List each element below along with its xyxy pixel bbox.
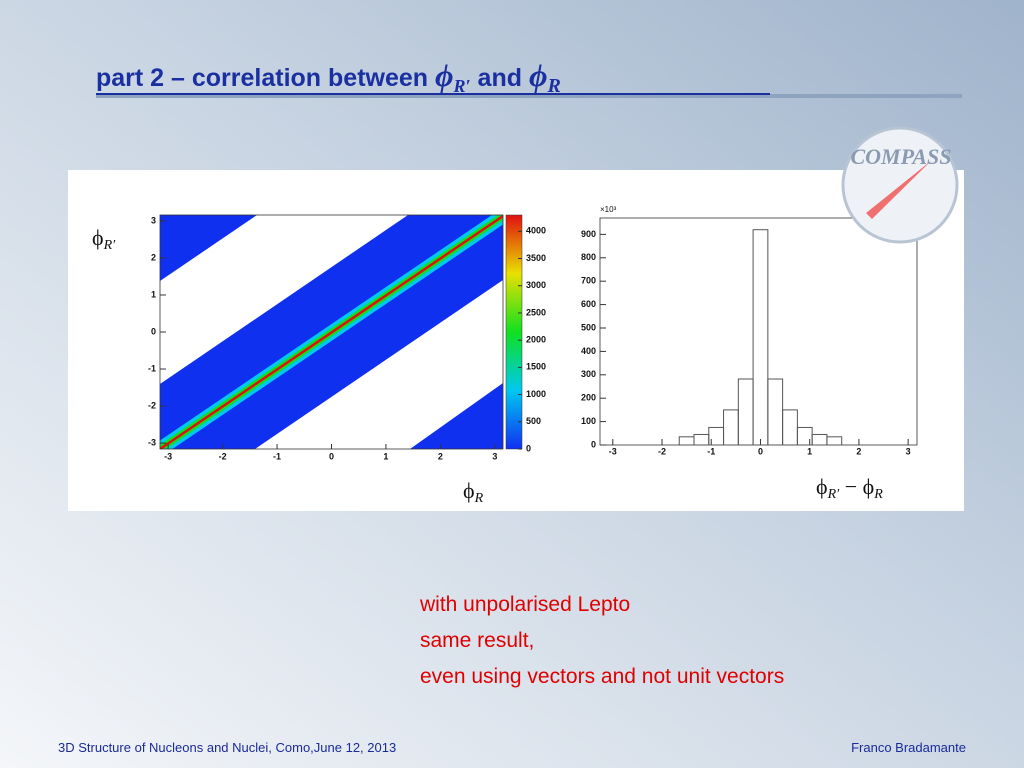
y-tick-label: 100 <box>581 416 596 426</box>
logo-needle <box>866 160 932 219</box>
y-axis-label: ϕR′ <box>92 225 116 253</box>
colorbar-tick-label: 2000 <box>526 335 546 345</box>
colorbar-tick-label: 0 <box>526 443 531 453</box>
colorbar-tick-label: 4000 <box>526 226 546 236</box>
y-tick-label: 900 <box>581 229 596 239</box>
logo-text: COMPASS <box>850 144 951 169</box>
heatmap-band <box>160 215 257 281</box>
y-tick-label: -2 <box>148 400 156 410</box>
colorbar-tick-label: 1500 <box>526 362 546 372</box>
y-tick-label: -3 <box>148 437 156 447</box>
y-tick-label: 800 <box>581 252 596 262</box>
note-line: even using vectors and not unit vectors <box>420 665 784 688</box>
y-tick-label: 1 <box>151 289 156 299</box>
heatmap-body <box>160 215 503 449</box>
note-line: same result, <box>420 629 534 652</box>
histogram-bar <box>752 229 769 446</box>
x-tick-label: 0 <box>758 446 763 456</box>
heatmap-band <box>410 383 503 449</box>
y-tick-label: 700 <box>581 276 596 286</box>
x-tick-label: -3 <box>164 451 172 461</box>
x-tick-label: -2 <box>658 446 666 456</box>
x-tick-label: 3 <box>906 446 911 456</box>
logo: COMPASS <box>841 126 959 244</box>
footer-right: Franco Bradamante <box>851 740 966 755</box>
x-tick-label: -1 <box>273 451 281 461</box>
x-tick-label: 3 <box>492 451 497 461</box>
colorbar-tick-label: 2500 <box>526 307 546 317</box>
histogram-bar <box>826 436 843 446</box>
x-tick-label: 1 <box>807 446 812 456</box>
colorbar-tick-label: 500 <box>526 416 541 426</box>
heatmap-core <box>160 215 503 449</box>
x-axis-label: ϕR <box>463 478 484 506</box>
x-tick-label: 2 <box>856 446 861 456</box>
footer-left: 3D Structure of Nucleons and Nuclei, Com… <box>58 740 396 755</box>
x-tick-label: -1 <box>707 446 715 456</box>
y-tick-label: 0 <box>591 439 596 449</box>
x-tick-label: -3 <box>609 446 617 456</box>
y-multiplier: ×10³ <box>600 205 617 214</box>
y-tick-label: 400 <box>581 346 596 356</box>
colorbar-tick-label: 3000 <box>526 280 546 290</box>
y-tick-label: -1 <box>148 363 156 373</box>
y-tick-label: 600 <box>581 299 596 309</box>
x-tick-label: 1 <box>383 451 388 461</box>
y-tick-label: 300 <box>581 369 596 379</box>
y-tick-label: 200 <box>581 393 596 403</box>
colorbar-tick-label: 3500 <box>526 253 546 263</box>
note-line: with unpolarised Lepto <box>419 593 630 616</box>
slide-title: part 2 – correlation between ϕR′ and ϕR <box>96 57 561 97</box>
colorbar-tick-label: 1000 <box>526 389 546 399</box>
x-axis-label: ϕR′ − ϕR <box>816 474 883 502</box>
x-tick-label: -2 <box>219 451 227 461</box>
y-tick-label: 0 <box>151 326 156 336</box>
colorbar <box>505 214 523 450</box>
x-tick-label: 0 <box>329 451 334 461</box>
y-tick-label: 2 <box>151 252 156 262</box>
x-tick-label: 2 <box>438 451 443 461</box>
y-tick-label: 3 <box>151 215 156 225</box>
y-tick-label: 500 <box>581 322 596 332</box>
